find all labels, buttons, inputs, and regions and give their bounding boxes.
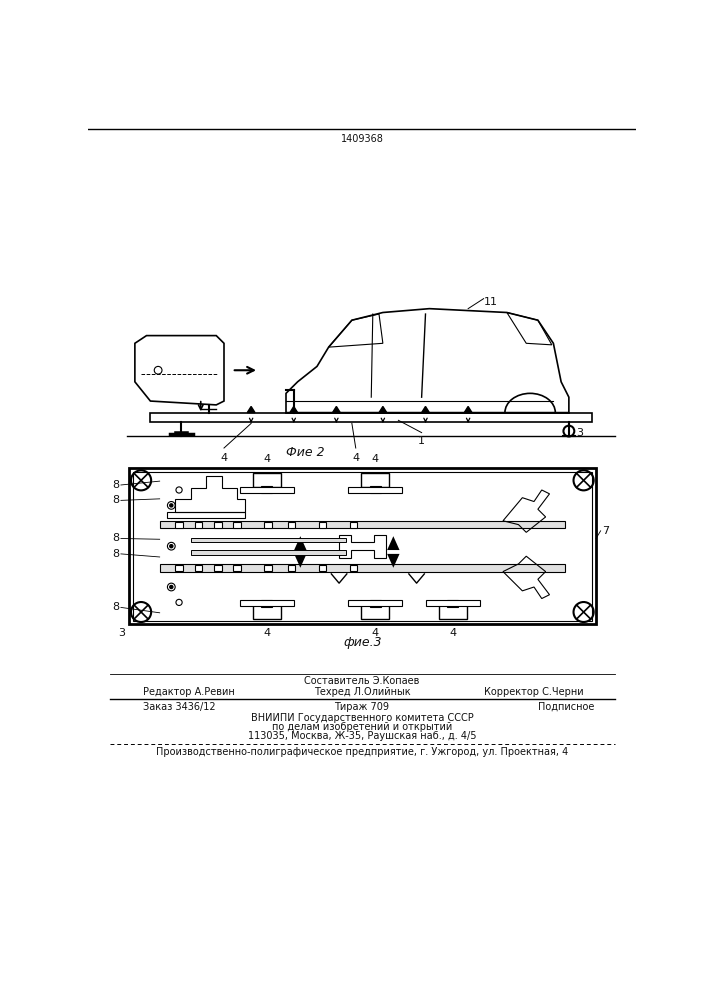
Circle shape bbox=[170, 504, 173, 507]
Bar bbox=[261, 486, 272, 493]
Text: Техред Л.Олийнык: Техред Л.Олийнык bbox=[314, 687, 410, 697]
Polygon shape bbox=[379, 406, 387, 413]
Bar bbox=[160, 564, 565, 572]
Bar bbox=[319, 565, 327, 571]
Bar bbox=[349, 522, 357, 528]
Polygon shape bbox=[294, 536, 307, 550]
Bar bbox=[129, 468, 596, 624]
Text: Редактор А.Ревин: Редактор А.Ревин bbox=[143, 687, 235, 697]
Bar bbox=[348, 487, 402, 493]
Bar bbox=[240, 487, 293, 493]
Bar bbox=[448, 600, 458, 607]
Bar bbox=[261, 600, 272, 607]
Text: Производственно-полиграфическое предприятие, г. Ужгород, ул. Проектная, 4: Производственно-полиграфическое предприя… bbox=[156, 747, 568, 757]
Text: фие.3: фие.3 bbox=[343, 636, 382, 649]
Bar bbox=[194, 522, 202, 528]
Bar bbox=[175, 565, 183, 571]
Bar bbox=[233, 565, 241, 571]
Bar bbox=[168, 512, 245, 518]
Text: ВНИИПИ Государственного комитета СССР: ВНИИПИ Государственного комитета СССР bbox=[250, 713, 473, 723]
Text: 11: 11 bbox=[484, 297, 498, 307]
Polygon shape bbox=[294, 554, 307, 568]
Text: 8: 8 bbox=[112, 480, 119, 490]
Text: Фие 2: Фие 2 bbox=[286, 446, 325, 459]
Bar bbox=[349, 565, 357, 571]
Bar bbox=[438, 605, 467, 619]
Bar bbox=[240, 600, 293, 606]
Text: 4: 4 bbox=[352, 453, 359, 463]
Bar bbox=[191, 550, 346, 555]
Text: 4: 4 bbox=[449, 628, 456, 638]
Bar bbox=[233, 522, 241, 528]
Text: 8: 8 bbox=[112, 549, 119, 559]
Text: Составитель Э.Копаев: Составитель Э.Копаев bbox=[304, 676, 420, 686]
Text: Корректор С.Черни: Корректор С.Черни bbox=[484, 687, 583, 697]
Circle shape bbox=[170, 545, 173, 548]
Bar bbox=[214, 522, 222, 528]
Text: 4: 4 bbox=[263, 454, 270, 464]
Bar bbox=[288, 522, 296, 528]
Bar bbox=[348, 600, 402, 606]
Bar bbox=[214, 565, 222, 571]
Bar bbox=[319, 522, 327, 528]
Text: 4: 4 bbox=[372, 628, 379, 638]
Text: 113035, Москва, Ж-35, Раушская наб., д. 4/5: 113035, Москва, Ж-35, Раушская наб., д. … bbox=[247, 731, 477, 741]
Text: Подписное: Подписное bbox=[538, 702, 595, 712]
Text: 1: 1 bbox=[418, 436, 425, 446]
Polygon shape bbox=[387, 554, 399, 568]
Bar bbox=[252, 473, 281, 487]
Circle shape bbox=[170, 585, 173, 589]
Bar bbox=[370, 486, 380, 493]
Bar bbox=[264, 565, 272, 571]
Bar bbox=[175, 522, 183, 528]
Polygon shape bbox=[464, 406, 472, 413]
Text: 8: 8 bbox=[112, 495, 119, 505]
Bar bbox=[370, 600, 380, 607]
Text: 4: 4 bbox=[372, 454, 379, 464]
Text: по делам изобретений и открытий: по делам изобретений и открытий bbox=[271, 722, 452, 732]
Text: 4: 4 bbox=[221, 453, 228, 463]
Bar bbox=[252, 605, 281, 619]
Bar bbox=[132, 472, 592, 620]
Text: 8: 8 bbox=[112, 533, 119, 543]
Text: Заказ 3436/12: Заказ 3436/12 bbox=[143, 702, 215, 712]
Polygon shape bbox=[387, 536, 399, 550]
Bar bbox=[194, 565, 202, 571]
Bar bbox=[361, 473, 389, 487]
Bar bbox=[160, 521, 565, 528]
Text: 8: 8 bbox=[112, 602, 119, 612]
Bar bbox=[361, 605, 389, 619]
Polygon shape bbox=[247, 406, 255, 413]
Bar bbox=[151, 413, 592, 422]
Polygon shape bbox=[332, 406, 340, 413]
Text: 1409368: 1409368 bbox=[341, 134, 383, 144]
Bar bbox=[426, 600, 480, 606]
Text: 7: 7 bbox=[602, 526, 609, 536]
Bar bbox=[288, 565, 296, 571]
Polygon shape bbox=[290, 406, 298, 413]
Polygon shape bbox=[421, 406, 429, 413]
Text: Тираж 709: Тираж 709 bbox=[334, 702, 390, 712]
Text: 3: 3 bbox=[118, 628, 125, 638]
Text: 4: 4 bbox=[263, 628, 270, 638]
Text: 3: 3 bbox=[577, 428, 583, 438]
Bar bbox=[264, 522, 272, 528]
Bar bbox=[191, 538, 346, 542]
